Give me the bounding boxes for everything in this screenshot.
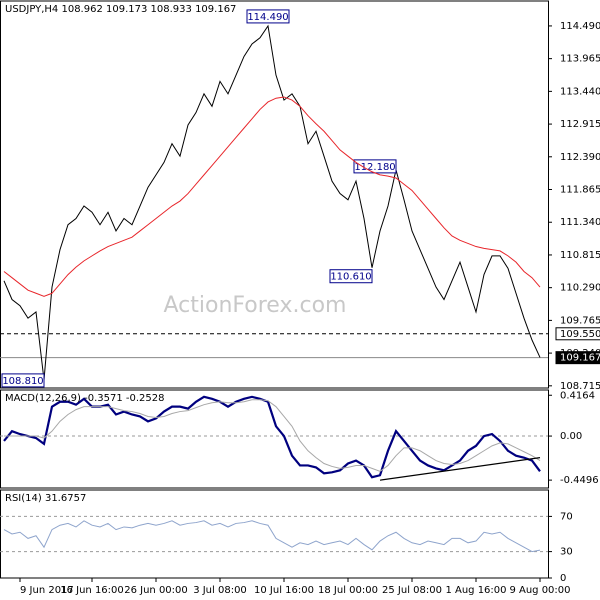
y-tick-label: 109.765 [560,315,600,326]
price-label: 109.550 [560,329,600,340]
x-tick-label: 3 Jul 08:00 [193,585,247,596]
y-tick-label: 0.00 [560,431,582,442]
y-tick-label: 113.965 [560,54,600,65]
trendline [379,457,541,481]
series-line [4,399,541,472]
x-tick-label: 10 Jul 16:00 [254,585,314,596]
panel-frame [0,489,549,579]
y-tick-label: -0.4496 [560,475,599,486]
y-tick-label: 30 [560,547,573,558]
y-tick-label: 110.815 [560,250,600,261]
y-tick-label: 0 [560,573,566,584]
y-tick-label: 112.390 [560,152,600,163]
y-tick-label: 114.490 [560,21,600,32]
label-box [1,373,45,388]
watermark: ActionForex.com [164,293,347,318]
panel-title: RSI(14) 31.6757 [5,493,86,504]
data-label: 110.610 [330,272,371,283]
y-tick-label: 112.915 [560,119,600,130]
x-tick-label: 9 Jun 2017 [20,585,74,596]
panel-title: USDJPY,H4 108.962 109.173 108.933 109.16… [5,4,236,15]
y-tick-label: 111.865 [560,185,600,196]
y-tick-label: 110.290 [560,283,600,294]
series-line [3,520,541,553]
label-box [329,269,373,284]
x-tick-label: 16 Jun 16:00 [60,585,124,596]
price-label: 109.167 [560,353,600,364]
y-tick-label: 111.340 [560,217,600,228]
panel-title: MACD(12,26,9) -0.3571 -0.2528 [5,393,165,404]
y-tick-label: 70 [560,511,573,522]
series-line [3,96,541,297]
x-tick-label: 18 Jul 00:00 [318,585,378,596]
series-line [3,24,541,380]
label-box [246,9,290,24]
x-tick-label: 25 Jul 08:00 [382,585,442,596]
data-label: 108.810 [2,376,43,387]
data-label: 114.490 [247,12,288,23]
x-tick-label: 9 Aug 00:00 [509,585,570,596]
price-label-box [555,351,600,365]
y-tick-label: 108.715 [560,381,600,392]
panel-frame [0,389,549,489]
panel-frame [0,0,549,389]
x-tick-label: 1 Aug 16:00 [445,585,506,596]
x-tick-label: 26 Jun 00:00 [124,585,188,596]
data-label: 112.180 [354,162,395,173]
y-tick-label: 0.4164 [560,390,595,401]
y-tick-label: 113.440 [560,86,600,97]
price-label-box [555,327,600,341]
